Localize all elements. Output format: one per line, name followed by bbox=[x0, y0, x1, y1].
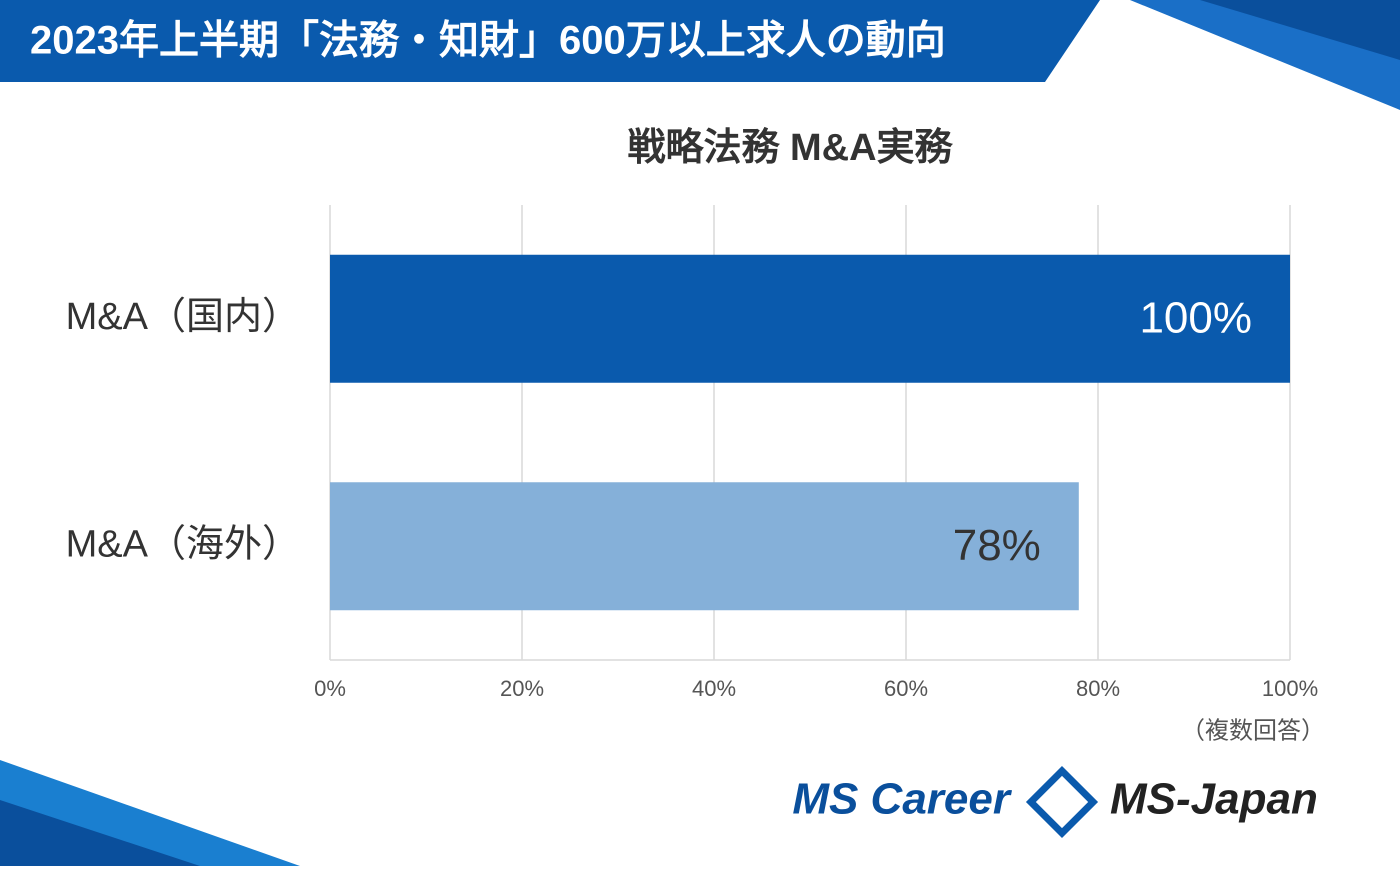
x-tick-label: 40% bbox=[692, 676, 736, 701]
value-label: 100% bbox=[1139, 293, 1252, 342]
y-tick-label: M&A（海外） bbox=[66, 523, 300, 565]
plot: 0% 20% 40% 60% 80% 100% 100% M&A（国内） 78% M&A（海外） bbox=[66, 205, 1318, 701]
header-banner bbox=[0, 0, 1100, 82]
header-title: 2023年上半期「法務・知財」600万以上求人の動向 bbox=[30, 19, 946, 63]
bar bbox=[330, 254, 1290, 383]
decor-stripe bbox=[0, 800, 200, 866]
x-tick-label: 100% bbox=[1262, 676, 1318, 701]
logo-left: MS Career bbox=[792, 775, 1013, 824]
bar bbox=[330, 482, 1079, 611]
note: （複数回答） bbox=[1181, 717, 1325, 744]
chart-title: 戦略法務 M&A実務 bbox=[627, 127, 953, 169]
value-label: 78% bbox=[953, 521, 1041, 570]
y-tick-label: M&A（国内） bbox=[66, 296, 300, 338]
logo-icon bbox=[1025, 765, 1099, 839]
x-tick-label: 0% bbox=[314, 676, 346, 701]
x-tick-label: 20% bbox=[500, 676, 544, 701]
x-tick-label: 80% bbox=[1076, 676, 1120, 701]
decor-stripe bbox=[1200, 0, 1400, 60]
logo-right: MS-Japan bbox=[1110, 775, 1318, 824]
x-tick-label: 60% bbox=[884, 676, 928, 701]
